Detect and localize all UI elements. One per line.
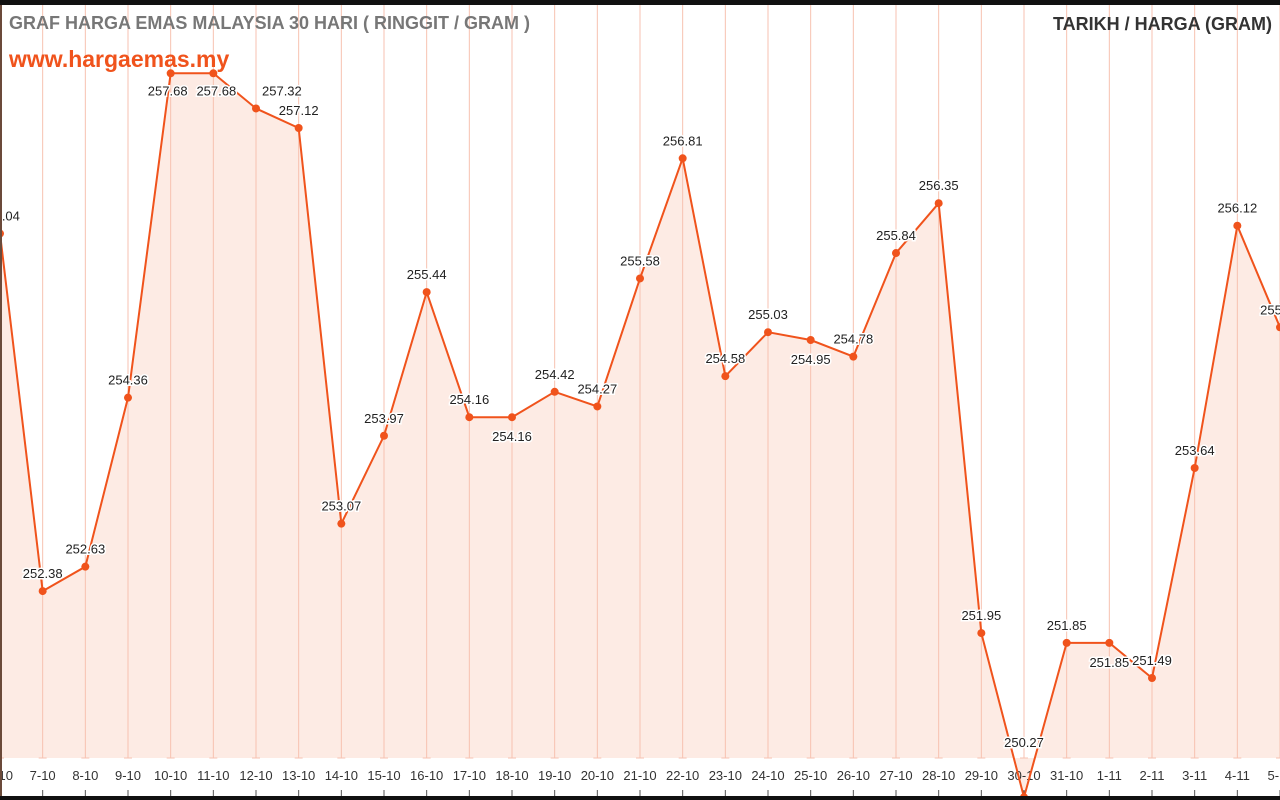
x-tick-label: 27-10 (879, 768, 912, 783)
data-label: 254.78 (833, 332, 873, 347)
x-tick-label: 20-10 (581, 768, 614, 783)
legend-label: TARIKH / HARGA (GRAM) (1053, 14, 1272, 34)
x-tick-label: 11-10 (197, 768, 229, 783)
x-tick-label: 9-10 (115, 768, 141, 783)
x-tick-label: 5-11 (1267, 768, 1280, 783)
data-point (294, 124, 303, 132)
data-label: 254.42 (535, 367, 575, 382)
data-label: 252.63 (65, 542, 105, 557)
data-point (721, 372, 730, 381)
x-tick-label: 1-11 (1097, 768, 1122, 783)
x-tick-label: 15-10 (367, 768, 400, 783)
x-tick-label: 21-10 (623, 768, 656, 783)
data-label: 251.85 (1047, 618, 1087, 633)
data-label: 251.49 (1132, 653, 1172, 668)
x-tick-label: 4-11 (1225, 768, 1250, 783)
data-label: 256.81 (663, 133, 703, 148)
x-tick-label: 30-10 (1007, 768, 1040, 783)
data-label: 253.07 (321, 499, 361, 514)
x-tick-label: 18-10 (495, 768, 528, 783)
x-tick-label: 6-10 (0, 768, 13, 783)
data-label: 256.04 (0, 209, 20, 224)
data-label: 257.12 (279, 103, 319, 118)
data-label: 257.68 (196, 83, 236, 98)
x-tick-label: 8-10 (72, 768, 98, 783)
x-tick-label: 24-10 (751, 768, 784, 783)
x-tick-label: 10-10 (154, 768, 187, 783)
data-point (1233, 221, 1242, 230)
x-tick-label: 7-10 (30, 768, 56, 783)
data-point (465, 413, 474, 422)
data-point (337, 519, 346, 528)
data-point (166, 69, 175, 78)
x-tick-label: 31-10 (1050, 768, 1083, 783)
data-point (1105, 638, 1114, 647)
data-point (550, 387, 559, 396)
data-label: 253.97 (364, 411, 404, 426)
x-tick-label: 19-10 (538, 768, 571, 783)
data-label: 255.84 (876, 228, 916, 243)
data-point (806, 336, 815, 345)
data-label: 255.08 (1260, 302, 1280, 317)
x-tick-label: 23-10 (709, 768, 742, 783)
data-point (422, 288, 431, 297)
data-point (209, 69, 218, 78)
data-point (1190, 463, 1199, 472)
data-point (252, 104, 260, 113)
chart-title: GRAF HARGA EMAS MALAYSIA 30 HARI ( RINGG… (9, 13, 531, 33)
data-label: 254.27 (577, 381, 617, 396)
data-label: 254.95 (791, 352, 831, 367)
x-tick-label: 26-10 (837, 768, 870, 783)
data-point (892, 249, 900, 258)
x-tick-label: 25-10 (794, 768, 827, 783)
data-point (678, 154, 687, 163)
data-point (934, 199, 943, 208)
x-tick-label: 3-11 (1182, 768, 1207, 783)
data-label: 251.95 (961, 608, 1001, 623)
data-point (764, 328, 772, 337)
data-point (508, 413, 516, 422)
data-label: 257.32 (262, 83, 302, 98)
watermark-link[interactable]: www.hargaemas.my (9, 46, 230, 72)
data-label: 254.16 (492, 429, 532, 444)
data-point (636, 274, 644, 283)
data-label: 255.44 (407, 267, 447, 282)
data-point (81, 562, 90, 571)
data-point (38, 587, 47, 596)
data-label: 254.58 (705, 351, 745, 366)
data-label: 254.36 (108, 373, 148, 388)
data-point (593, 402, 602, 411)
top-border (0, 0, 1280, 5)
data-label: 254.16 (449, 392, 489, 407)
x-tick-label: 13-10 (282, 768, 315, 783)
data-label: 255.58 (620, 253, 660, 268)
x-tick-label: 12-10 (239, 768, 272, 783)
data-label: 255.03 (748, 307, 788, 322)
data-point (1276, 323, 1280, 332)
data-point (1148, 674, 1156, 683)
bottom-border (0, 796, 1280, 800)
data-label: 256.12 (1217, 201, 1257, 216)
x-tick-label: 17-10 (453, 768, 486, 783)
data-point (849, 352, 858, 361)
data-point (124, 393, 132, 402)
data-label: 257.68 (148, 83, 188, 98)
x-tick-label: 2-11 (1139, 768, 1164, 783)
x-tick-label: 28-10 (922, 768, 955, 783)
left-border (0, 5, 2, 796)
x-tick-label: 29-10 (965, 768, 998, 783)
x-tick-label: 14-10 (325, 768, 358, 783)
data-point (1062, 638, 1071, 647)
data-label: 253.64 (1175, 443, 1215, 458)
data-point (977, 629, 986, 638)
data-point (380, 431, 388, 440)
data-label: 252.38 (23, 566, 63, 581)
x-tick-label: 16-10 (410, 768, 443, 783)
data-label: 250.27 (1004, 735, 1044, 750)
data-label: 251.85 (1089, 655, 1129, 670)
data-label: 256.35 (919, 178, 959, 193)
x-tick-label: 22-10 (666, 768, 699, 783)
